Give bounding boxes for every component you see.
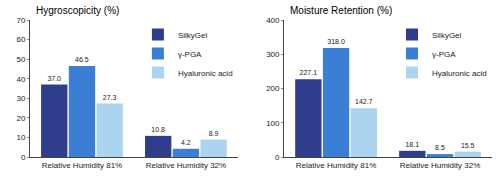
svg-text:30: 30 bbox=[16, 94, 25, 103]
svg-text:20: 20 bbox=[16, 114, 25, 123]
svg-text:Hyaluronic acid: Hyaluronic acid bbox=[178, 69, 233, 78]
svg-text:10.8: 10.8 bbox=[151, 126, 165, 133]
svg-text:200: 200 bbox=[266, 84, 280, 93]
svg-text:4.2: 4.2 bbox=[181, 139, 191, 146]
svg-text:37.0: 37.0 bbox=[47, 75, 61, 82]
svg-text:Relative Humidity 32%: Relative Humidity 32% bbox=[146, 161, 226, 170]
svg-text:Hygroscopicity (%): Hygroscopicity (%) bbox=[36, 5, 119, 16]
svg-text:10: 10 bbox=[16, 133, 25, 142]
svg-text:46.5: 46.5 bbox=[75, 56, 89, 63]
svg-text:Relative Humidity 32%: Relative Humidity 32% bbox=[400, 161, 480, 170]
svg-text:Relative Humidity 81%: Relative Humidity 81% bbox=[42, 161, 122, 170]
svg-text:50: 50 bbox=[16, 55, 25, 64]
svg-text:100: 100 bbox=[266, 119, 280, 128]
svg-text:SilkyGel: SilkyGel bbox=[432, 31, 462, 40]
svg-text:60: 60 bbox=[16, 35, 25, 44]
svg-text:0: 0 bbox=[21, 153, 26, 162]
svg-text:8.5: 8.5 bbox=[435, 144, 445, 151]
svg-text:γ‐PGA: γ‐PGA bbox=[432, 50, 456, 59]
svg-text:0: 0 bbox=[275, 153, 280, 162]
svg-text:142.7: 142.7 bbox=[355, 98, 373, 105]
svg-text:400: 400 bbox=[266, 16, 280, 25]
svg-text:γ‐PGA: γ‐PGA bbox=[178, 50, 202, 59]
svg-text:8.9: 8.9 bbox=[209, 130, 219, 137]
svg-text:318.0: 318.0 bbox=[327, 38, 345, 45]
svg-text:Hyaluronic acid: Hyaluronic acid bbox=[432, 69, 487, 78]
svg-text:Relative Humidity 81%: Relative Humidity 81% bbox=[296, 161, 376, 170]
svg-text:300: 300 bbox=[266, 50, 280, 59]
svg-text:27.3: 27.3 bbox=[103, 94, 117, 101]
svg-text:40: 40 bbox=[16, 75, 25, 84]
svg-text:18.1: 18.1 bbox=[405, 141, 419, 148]
svg-text:Moisture Retention (%): Moisture Retention (%) bbox=[290, 5, 392, 16]
svg-text:227.1: 227.1 bbox=[300, 69, 318, 76]
svg-text:SilkyGel: SilkyGel bbox=[178, 31, 208, 40]
svg-text:15.5: 15.5 bbox=[461, 142, 475, 149]
svg-text:70: 70 bbox=[16, 16, 25, 25]
